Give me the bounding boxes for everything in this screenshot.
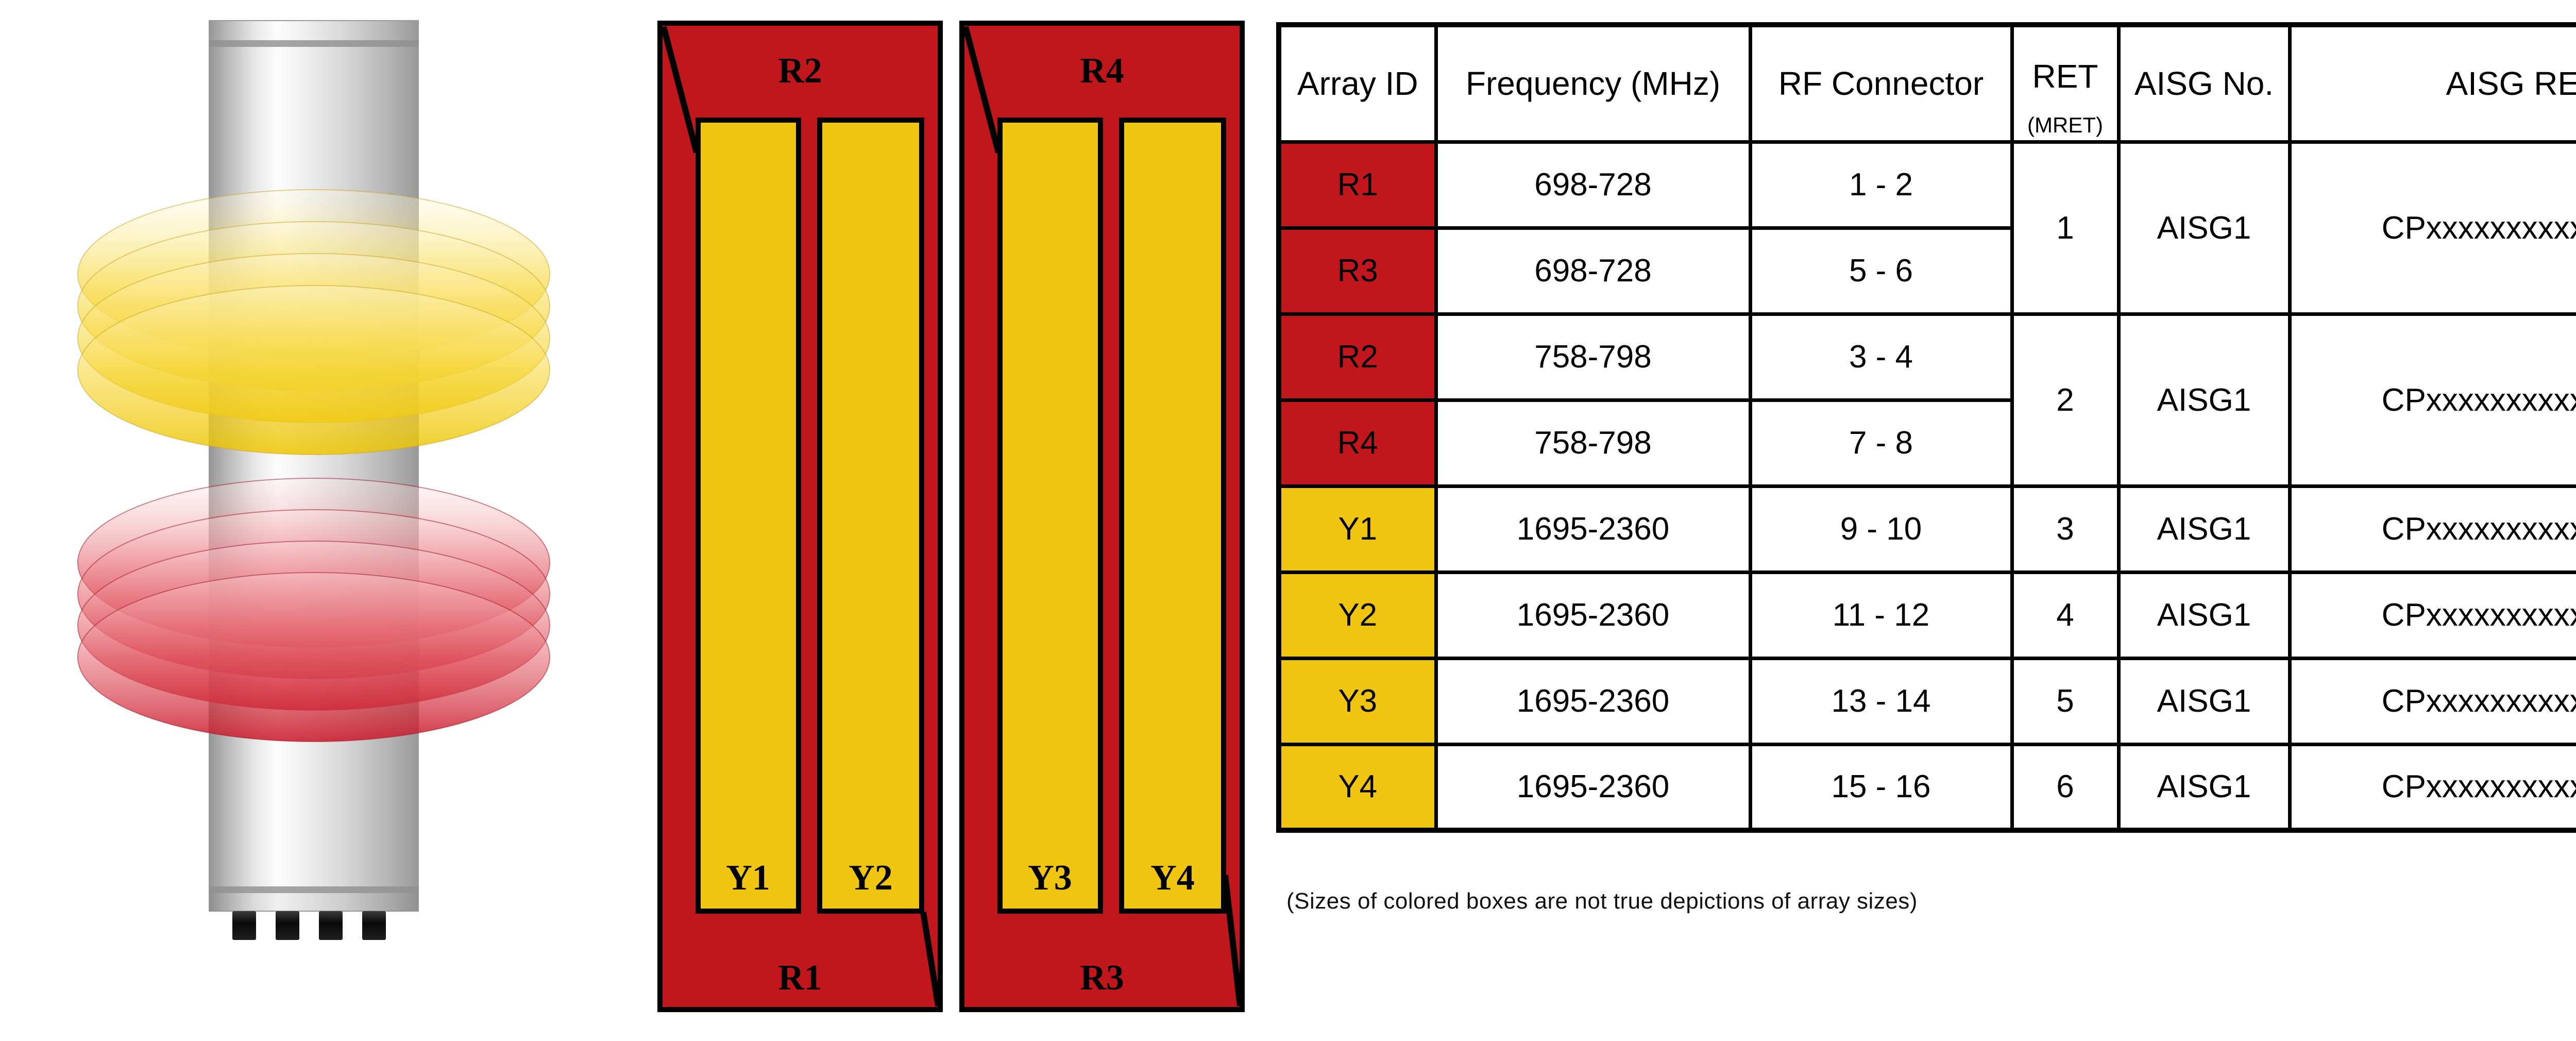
cell-array-id: Y2	[1277, 570, 1438, 660]
panel-1-bottom-diagonal-line	[920, 912, 941, 1006]
table-row-y3: Y3 1695-2360 13 - 14 5 AISG1 CPxxxxxxxxx…	[1277, 656, 2576, 746]
panel-label-r4: R4	[1080, 51, 1124, 91]
bottom-connector-pins	[232, 911, 386, 940]
header-ret-label: RET	[2032, 58, 2098, 95]
cell-array-id: R3	[1277, 226, 1438, 316]
cell-frequency: 1695-2360	[1434, 656, 1752, 746]
table-note: (Sizes of colored boxes are not true dep…	[1286, 888, 1918, 914]
cell-connector: 3 - 4	[1748, 312, 2014, 402]
cell-array-id: R1	[1277, 140, 1438, 230]
cell-array-id: R2	[1277, 312, 1438, 402]
table-row-r4: R4 758-798 7 - 8	[1277, 398, 2576, 488]
cylinder-body	[209, 20, 419, 912]
panel-label-r3: R3	[1080, 958, 1124, 998]
cylinder-top-rim	[209, 40, 418, 47]
cell-uid: CPxxxxxxxxxxxxxxMM.3	[2287, 484, 2576, 574]
cell-aisg: AISG1	[2116, 484, 2292, 574]
array-panel-2: R4 Y3 Y4 R3	[959, 21, 1245, 1012]
cell-frequency: 1695-2360	[1434, 570, 1752, 660]
cell-connector: 5 - 6	[1748, 226, 2014, 316]
cell-array-id: R4	[1277, 398, 1438, 488]
cylinder-bottom-shade	[209, 893, 418, 911]
cylinder-bottom-rim	[209, 886, 418, 893]
cell-uid: CPxxxxxxxxxxxxxxMM.6	[2287, 742, 2576, 832]
connector-pin	[362, 911, 386, 940]
panel-label-y3: Y3	[1028, 858, 1072, 898]
cell-ret: 5	[2010, 656, 2121, 746]
panel-label-r2: R2	[778, 51, 822, 91]
array-bar-y4	[1119, 117, 1226, 914]
header-mret-label: (MRET)	[2027, 112, 2103, 137]
red-beam-discs	[77, 478, 550, 742]
table-row-y2: Y2 1695-2360 11 - 12 4 AISG1 CPxxxxxxxxx…	[1277, 570, 2576, 660]
cell-frequency: 758-798	[1434, 312, 1752, 402]
yellow-disc	[77, 285, 550, 455]
cell-connector: 1 - 2	[1748, 140, 2014, 230]
cell-connector: 11 - 12	[1748, 570, 2014, 660]
cell-connector: 9 - 10	[1748, 484, 2014, 574]
cell-ret: 3	[2010, 484, 2121, 574]
header-rf-connector: RF Connector	[1748, 23, 2014, 144]
cell-aisg: AISG1	[2116, 570, 2292, 660]
header-ret: RET (MRET)	[2010, 23, 2121, 144]
cell-uid: CPxxxxxxxxxxxxxxMM.5	[2287, 656, 2576, 746]
cell-frequency: 758-798	[1434, 398, 1752, 488]
table-row-y1: Y1 1695-2360 9 - 10 3 AISG1 CPxxxxxxxxxx…	[1277, 484, 2576, 574]
connector-pin	[232, 911, 256, 940]
cell-frequency: 698-728	[1434, 226, 1752, 316]
panel-1-top-diagonal-line	[660, 26, 700, 154]
cell-connector: 15 - 16	[1748, 742, 2014, 832]
antenna-cylinder	[209, 20, 419, 912]
table-row-r2: R2 758-798 3 - 4 2 AISG1 CPxxxxxxxxxxxxx…	[1277, 312, 2576, 488]
cell-uid-merged: CPxxxxxxxxxxxxxxMM.1	[2287, 140, 2576, 316]
panel-label-r1: R1	[778, 958, 822, 998]
table-row-r3: R3 698-728 5 - 6	[1277, 226, 2576, 316]
table-row-y4: Y4 1695-2360 15 - 16 6 AISG1 CPxxxxxxxxx…	[1277, 742, 2576, 832]
cell-aisg: AISG1	[2116, 742, 2292, 832]
panel-2-top-diagonal-line	[962, 26, 1002, 154]
panel-label-y2: Y2	[849, 858, 893, 898]
cell-ret-merged: 1	[2010, 140, 2121, 316]
array-bar-y2	[817, 117, 924, 914]
header-aisg-no: AISG No.	[2116, 23, 2292, 144]
cell-ret: 6	[2010, 742, 2121, 832]
cell-aisg-merged: AISG1	[2116, 140, 2292, 316]
header-frequency: Frequency (MHz)	[1434, 23, 1752, 144]
cell-aisg-merged: AISG1	[2116, 312, 2292, 488]
connector-pin	[276, 911, 299, 940]
array-panel-1: R2 Y1 Y2 R1	[657, 21, 943, 1012]
array-bar-y1	[696, 117, 801, 914]
cell-uid: CPxxxxxxxxxxxxxxMM.4	[2287, 570, 2576, 660]
cell-frequency: 1695-2360	[1434, 484, 1752, 574]
cell-frequency: 698-728	[1434, 140, 1752, 230]
connector-pin	[319, 911, 343, 940]
table-header-row: Array ID Frequency (MHz) RF Connector RE…	[1277, 23, 2576, 144]
cell-ret-merged: 2	[2010, 312, 2121, 488]
header-aisg-ret-uid: AISG RET UID	[2287, 23, 2576, 144]
panel-2-bottom-diagonal-line	[1222, 875, 1243, 1006]
cell-array-id: Y3	[1277, 656, 1438, 746]
rf-connector-table-wrap: Array ID Frequency (MHz) RF Connector RE…	[1276, 22, 2576, 833]
cell-uid-merged: CPxxxxxxxxxxxxxxMM.2	[2287, 312, 2576, 488]
cell-frequency: 1695-2360	[1434, 742, 1752, 832]
cell-array-id: Y4	[1277, 742, 1438, 832]
cell-connector: 7 - 8	[1748, 398, 2014, 488]
red-disc	[77, 572, 550, 742]
rf-connector-table: Array ID Frequency (MHz) RF Connector RE…	[1276, 22, 2576, 833]
cell-array-id: Y1	[1277, 484, 1438, 574]
panel-label-y4: Y4	[1150, 858, 1195, 898]
cell-ret: 4	[2010, 570, 2121, 660]
table-row-r1: R1 698-728 1 - 2 1 AISG1 CPxxxxxxxxxxxxx…	[1277, 140, 2576, 316]
panel-label-y1: Y1	[726, 858, 770, 898]
cell-aisg: AISG1	[2116, 656, 2292, 746]
cell-connector: 13 - 14	[1748, 656, 2014, 746]
header-array-id: Array ID	[1277, 23, 1438, 144]
yellow-beam-discs	[77, 189, 550, 455]
antenna-illustration: R2 Y1 Y2 R1 R4 Y3 Y4 R3	[77, 20, 1245, 1012]
array-bar-y3	[997, 117, 1103, 914]
